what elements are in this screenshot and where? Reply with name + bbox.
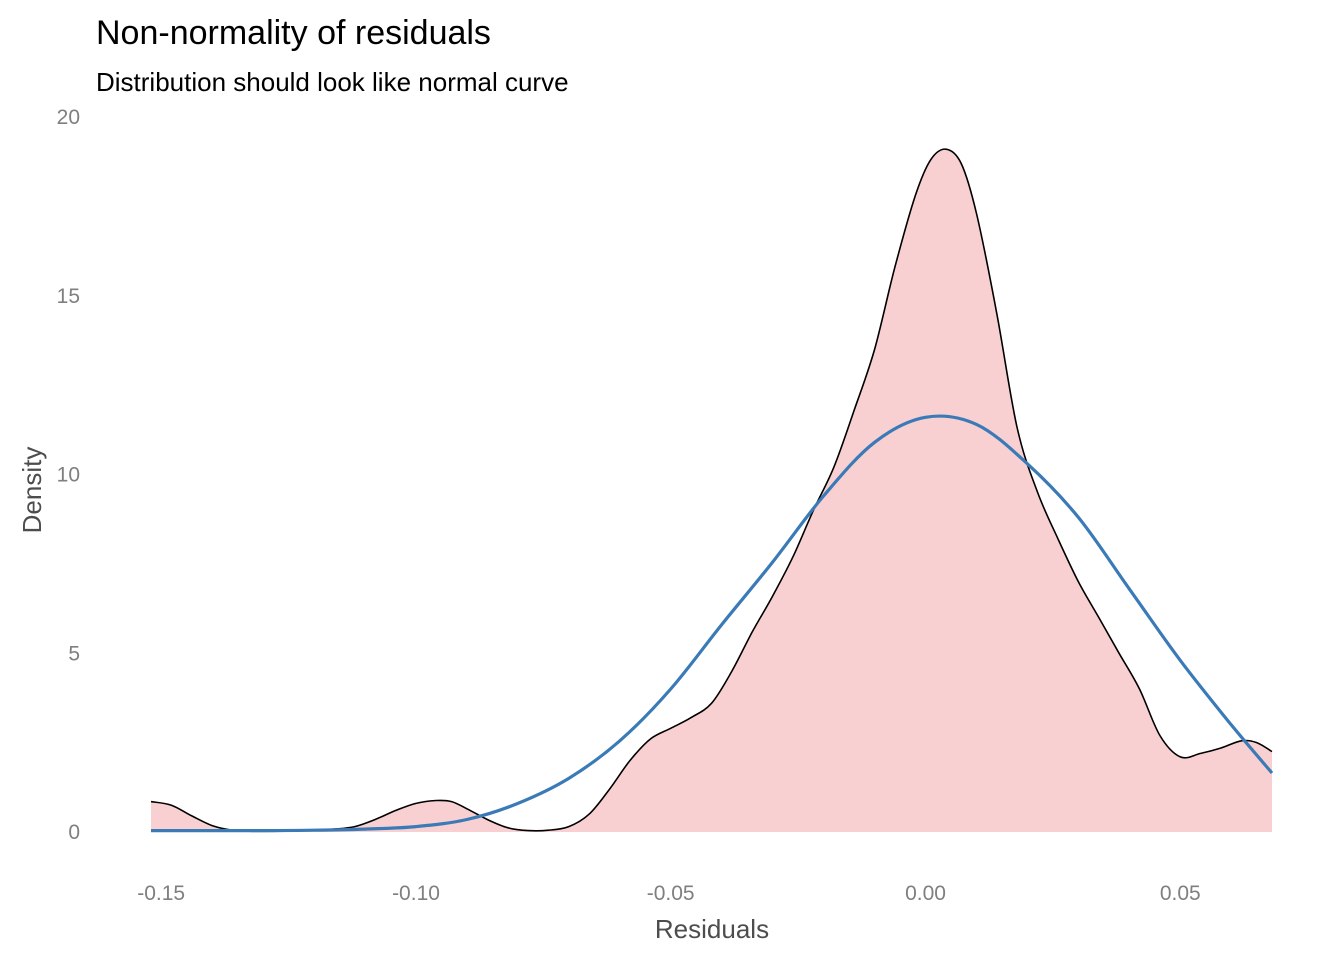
x-tick-label: -0.05	[647, 882, 695, 905]
x-tick-label: 0.00	[905, 882, 946, 905]
y-tick-label: 20	[57, 106, 80, 129]
density-line	[150, 148, 1273, 833]
chart-title: Non-normality of residuals	[96, 14, 491, 52]
x-axis-ticks: -0.15 -0.10 -0.05 0.00 0.05	[137, 882, 1200, 905]
x-axis-title: Residuals	[655, 914, 769, 944]
y-axis-ticks: 0 5 10 15 20	[57, 106, 80, 844]
x-tick-label: -0.10	[392, 882, 440, 905]
y-tick-label: 15	[57, 285, 80, 308]
y-axis-title: Density	[17, 447, 47, 534]
y-tick-label: 10	[57, 464, 80, 487]
chart-subtitle: Distribution should look like normal cur…	[96, 67, 569, 97]
y-tick-label: 0	[68, 821, 80, 844]
y-tick-label: 5	[68, 642, 80, 665]
density-area	[151, 149, 1272, 832]
normal-curve-line	[151, 414, 1274, 833]
plot-area	[150, 148, 1274, 833]
x-tick-label: 0.05	[1160, 882, 1201, 905]
x-tick-label: -0.15	[137, 882, 185, 905]
